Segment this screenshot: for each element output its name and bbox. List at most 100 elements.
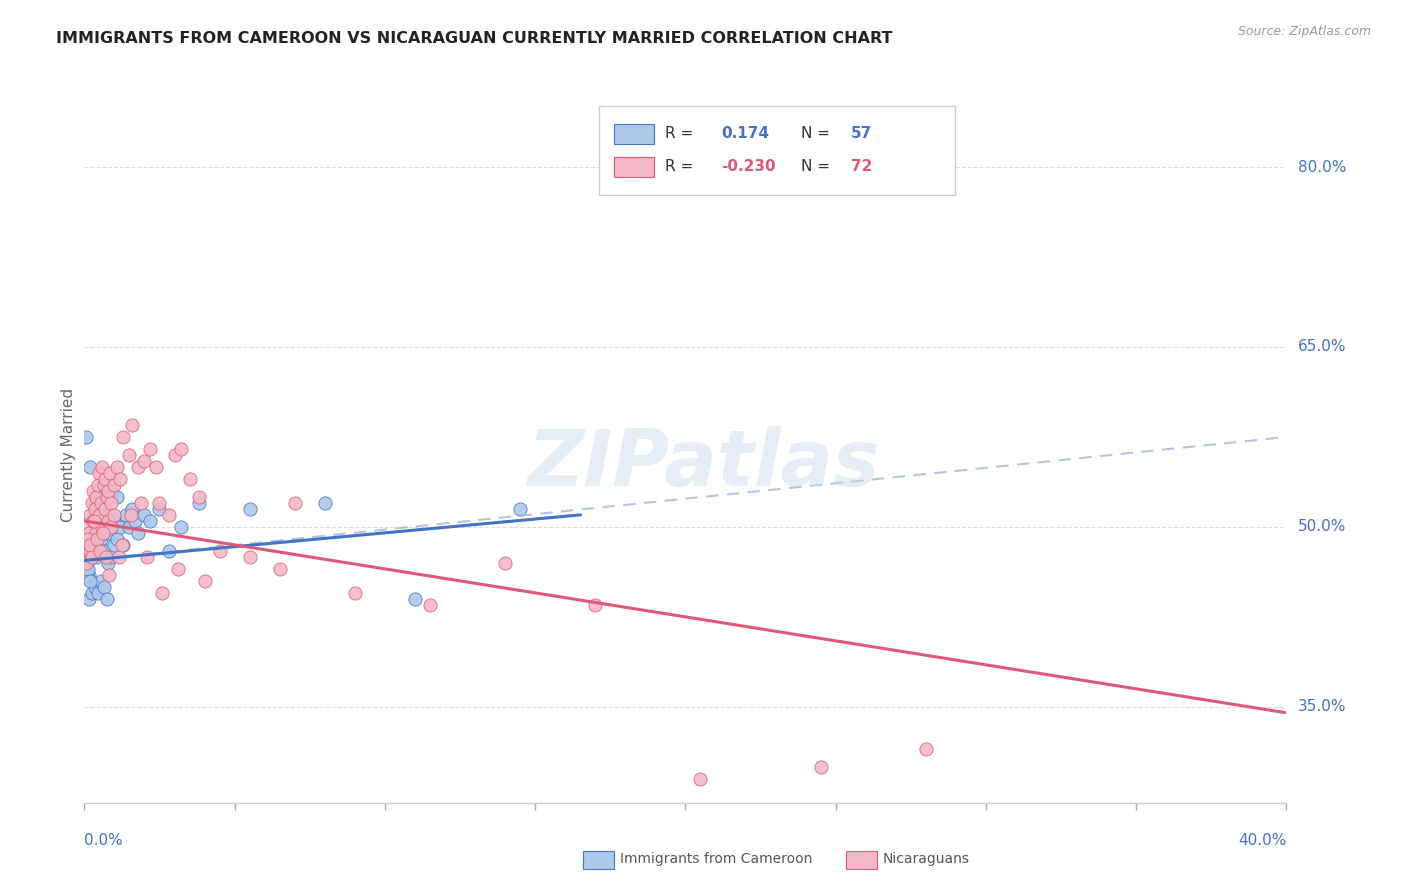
Point	[82, 514, 104, 528]
Point	[90, 496, 112, 510]
Point	[98, 567, 121, 582]
Point	[148, 502, 170, 516]
Point	[90, 574, 112, 588]
Point	[80, 525, 103, 540]
Point	[77, 591, 100, 606]
Text: N =: N =	[801, 127, 831, 141]
Point	[89, 538, 111, 552]
Point	[91, 514, 114, 528]
Point	[86, 532, 108, 546]
Point	[87, 520, 110, 534]
Point	[179, 472, 201, 486]
Point	[96, 490, 118, 504]
Point	[91, 459, 114, 474]
Point	[163, 448, 186, 462]
Point	[83, 502, 105, 516]
Point	[77, 532, 100, 546]
Point	[89, 508, 111, 522]
Text: IMMIGRANTS FROM CAMEROON VS NICARAGUAN CURRENTLY MARRIED CORRELATION CHART: IMMIGRANTS FROM CAMEROON VS NICARAGUAN C…	[56, 31, 893, 46]
Point	[107, 490, 129, 504]
Point	[97, 556, 120, 570]
Point	[124, 514, 146, 528]
Point	[89, 544, 111, 558]
Point	[96, 520, 118, 534]
Point	[97, 514, 120, 528]
Point	[83, 508, 105, 522]
Point	[157, 508, 180, 522]
Point	[404, 591, 426, 606]
Text: 0.174: 0.174	[721, 127, 769, 141]
Point	[107, 459, 129, 474]
Text: 50.0%: 50.0%	[1298, 519, 1346, 534]
Text: Source: ZipAtlas.com: Source: ZipAtlas.com	[1237, 25, 1371, 38]
Point	[76, 520, 98, 534]
Point	[79, 508, 101, 522]
Point	[145, 459, 167, 474]
Point	[314, 496, 336, 510]
Point	[82, 544, 104, 558]
Point	[120, 508, 142, 522]
Point	[134, 508, 156, 522]
Point	[76, 538, 98, 552]
Text: N =: N =	[801, 160, 831, 174]
Point	[194, 574, 217, 588]
Point	[115, 508, 138, 522]
Point	[83, 514, 105, 528]
Text: 0.0%: 0.0%	[84, 833, 124, 848]
Point	[152, 586, 174, 600]
Point	[269, 562, 291, 576]
Point	[509, 502, 531, 516]
Text: 57: 57	[851, 127, 872, 141]
Point	[96, 591, 118, 606]
Point	[86, 496, 108, 510]
Point	[103, 514, 125, 528]
Point	[419, 598, 441, 612]
Point	[77, 562, 100, 576]
Text: -0.230: -0.230	[721, 160, 776, 174]
Point	[100, 483, 122, 498]
Text: ZIPatlas: ZIPatlas	[527, 425, 879, 502]
Point	[121, 417, 143, 432]
Point	[118, 448, 141, 462]
Point	[98, 508, 121, 522]
Point	[91, 520, 114, 534]
Point	[111, 538, 134, 552]
Point	[89, 466, 111, 480]
Point	[810, 760, 832, 774]
Text: 35.0%: 35.0%	[1298, 699, 1346, 714]
Point	[239, 549, 262, 564]
Text: R =: R =	[665, 127, 693, 141]
Point	[110, 472, 132, 486]
Point	[494, 556, 516, 570]
Point	[136, 549, 159, 564]
Point	[98, 466, 121, 480]
Point	[169, 442, 191, 456]
Y-axis label: Currently Married: Currently Married	[60, 388, 76, 522]
Point	[139, 514, 162, 528]
Point	[82, 483, 104, 498]
Point	[94, 472, 117, 486]
Point	[83, 580, 105, 594]
Point	[112, 538, 135, 552]
Point	[87, 478, 110, 492]
Text: Immigrants from Cameroon: Immigrants from Cameroon	[620, 852, 813, 866]
Point	[79, 574, 101, 588]
Point	[112, 430, 135, 444]
Point	[77, 567, 100, 582]
Point	[689, 772, 711, 786]
Point	[187, 496, 209, 510]
Point	[97, 483, 120, 498]
Point	[94, 502, 117, 516]
Point	[169, 520, 191, 534]
Point	[157, 544, 180, 558]
Point	[284, 496, 307, 510]
Point	[75, 430, 97, 444]
Point	[86, 549, 108, 564]
Point	[208, 544, 231, 558]
Point	[166, 562, 188, 576]
Point	[103, 538, 125, 552]
Point	[79, 549, 101, 564]
Point	[100, 549, 122, 564]
Point	[90, 532, 112, 546]
Point	[79, 538, 101, 552]
